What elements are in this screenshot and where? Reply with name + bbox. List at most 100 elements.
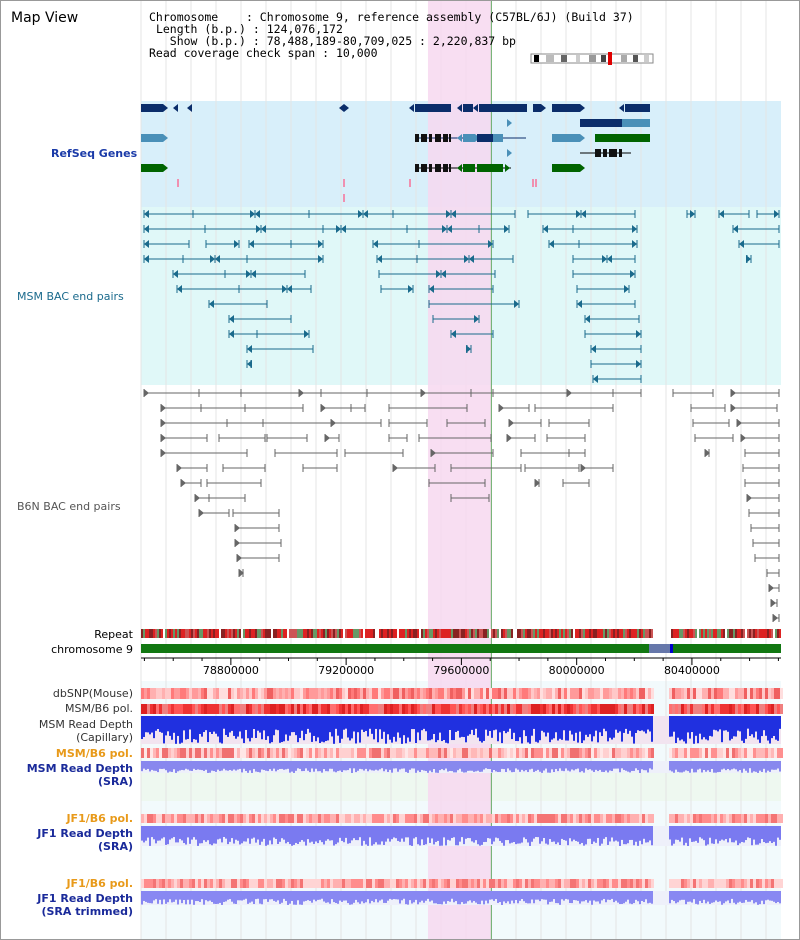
jf1-b6-polymorphism-trimmed [345, 879, 348, 888]
msm-capillary-depth [189, 716, 191, 730]
msm-sra-depth [219, 761, 221, 772]
jf1-sra-depth [449, 826, 451, 841]
track-label-repeat[interactable]: Repeat [94, 628, 133, 641]
track-label-jf1-b6-pol-2[interactable]: JF1/B6 pol. [66, 877, 133, 890]
track-label-dbsnp[interactable]: dbSNP(Mouse) [52, 687, 133, 700]
dbsnp-density [504, 688, 507, 699]
track-label-msm-bac[interactable]: MSM BAC end pairs [17, 290, 124, 303]
jf1-trimmed-depth [473, 891, 475, 902]
track-label-msm-b6-pol[interactable]: MSM/B6 pol. [65, 702, 133, 715]
jf1-sra-depth [669, 826, 671, 840]
jf1-b6-polymorphism [498, 814, 501, 823]
msm-sra-depth [509, 761, 511, 771]
jf1-b6-polymorphism-trimmed [672, 879, 675, 888]
jf1-sra-depth [563, 826, 565, 840]
msm-b6-polymorphism [306, 704, 309, 714]
msm-sra-depth [437, 761, 439, 773]
msm-capillary-depth [449, 716, 451, 731]
jf1-trimmed-depth [715, 891, 717, 901]
msm-capillary-depth [453, 716, 455, 741]
track-label-jf1-depth-trimmed[interactable]: JF1 Read Depth (SRA trimmed) [37, 892, 133, 918]
msm-b6-polymorphism-sra [408, 748, 411, 758]
msm-sra-depth [381, 761, 383, 769]
track-label-msm-depth-sra[interactable]: MSM Read Depth (SRA) [27, 762, 133, 788]
jf1-trimmed-depth [725, 891, 727, 902]
msm-capillary-depth [253, 716, 255, 730]
msm-b6-polymorphism [639, 704, 642, 714]
msm-b6-polymorphism [144, 704, 147, 714]
msm-capillary-depth [285, 716, 287, 735]
track-label-b6n-bac[interactable]: B6N BAC end pairs [17, 500, 121, 513]
msm-sra-depth [693, 761, 695, 773]
msm-sra-depth [521, 761, 523, 770]
msm-capillary-depth [181, 716, 183, 743]
jf1-trimmed-depth [643, 891, 645, 903]
msm-b6-polymorphism-sra [213, 748, 216, 758]
dbsnp-density [519, 688, 522, 699]
track-label-jf1-b6-pol[interactable]: JF1/B6 pol. [66, 812, 133, 825]
msm-sra-depth [743, 761, 745, 769]
jf1-sra-depth [177, 826, 179, 843]
msm-sra-depth [393, 761, 395, 769]
msm-b6-polymorphism-sra [198, 748, 201, 758]
jf1-trimmed-depth [449, 891, 451, 902]
strand-arrow [409, 104, 414, 112]
repeat-element [483, 629, 485, 638]
msm-sra-depth [301, 761, 303, 772]
axis-tick-label: 79600000 [433, 664, 490, 677]
jf1-trimmed-depth [639, 891, 641, 905]
track-label-jf1-depth-sra[interactable]: JF1 Read Depth (SRA) [37, 827, 133, 853]
jf1-trimmed-depth [435, 891, 437, 904]
msm-b6-polymorphism-sra [600, 748, 603, 758]
jf1-b6-polymorphism [258, 814, 261, 823]
msm-capillary-depth [251, 716, 253, 738]
msm-b6-polymorphism [681, 704, 684, 714]
jf1-sra-depth [359, 826, 361, 838]
msm-sra-depth [313, 761, 315, 772]
jf1-b6-polymorphism [321, 814, 324, 823]
msm-sra-depth [399, 761, 401, 770]
track-label-chromosome[interactable]: chromosome 9 [51, 643, 133, 656]
jf1-sra-depth [489, 826, 491, 839]
jf1-trimmed-depth [391, 891, 393, 900]
repeat-element [371, 629, 373, 638]
jf1-sra-depth [209, 826, 211, 845]
msm-sra-depth [601, 761, 603, 772]
msm-b6-polymorphism-sra [261, 748, 264, 758]
msm-capillary-depth [393, 716, 395, 737]
jf1-sra-depth [473, 826, 475, 843]
msm-sra-depth [615, 761, 617, 769]
jf1-trimmed-depth [601, 891, 603, 901]
jf1-trimmed-depth [299, 891, 301, 905]
dbsnp-density [294, 688, 297, 699]
msm-b6-polymorphism-sra [300, 748, 303, 758]
msm-b6-polymorphism-sra [744, 748, 747, 758]
msm-capillary-depth [703, 716, 705, 738]
repeat-element [617, 629, 619, 638]
dbsnp-density [225, 688, 228, 699]
jf1-b6-polymorphism-trimmed [642, 879, 645, 888]
jf1-trimmed-depth [765, 891, 767, 901]
jf1-b6-polymorphism [144, 814, 147, 823]
repeat-element [535, 629, 537, 638]
msm-b6-polymorphism-sra [252, 748, 255, 758]
track-label-msm-depth-capillary[interactable]: MSM Read Depth (Capillary) [39, 718, 133, 744]
repeat-element [341, 629, 343, 638]
track-label-msm-b6-pol-2[interactable]: MSM/B6 pol. [55, 747, 133, 760]
msm-b6-polymorphism-sra [378, 748, 381, 758]
msm-b6-polymorphism-sra [669, 748, 672, 758]
msm-sra-depth [201, 761, 203, 771]
msm-sra-depth [721, 761, 723, 770]
gene-block [429, 164, 432, 172]
msm-sra-depth [595, 761, 597, 770]
msm-sra-depth [705, 761, 707, 772]
msm-b6-polymorphism-sra [363, 748, 366, 758]
jf1-b6-polymorphism [426, 814, 429, 823]
msm-b6-polymorphism [456, 704, 459, 714]
jf1-b6-polymorphism-trimmed [564, 879, 567, 888]
bac-end-marker [632, 225, 637, 233]
ideogram-position-marker [608, 52, 612, 65]
track-label-refseq[interactable]: RefSeq Genes [51, 147, 138, 160]
jf1-trimmed-depth [303, 891, 305, 902]
